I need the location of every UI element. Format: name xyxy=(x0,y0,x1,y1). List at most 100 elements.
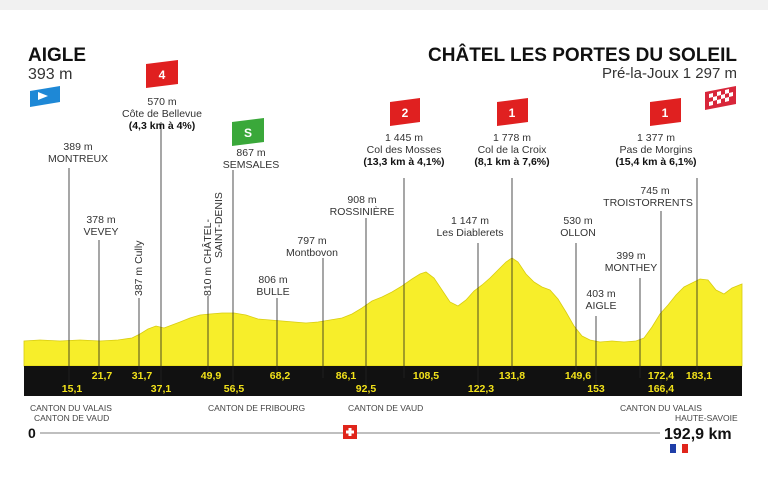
landmark-diablerets-name: Les Diablerets xyxy=(436,227,503,239)
canton-fribourg: CANTON DE FRIBOURG xyxy=(208,403,305,413)
landmark-aigle-2: 403 m AIGLE xyxy=(586,288,617,312)
landmark-col-mosses: 1 445 m Col des Mosses (13,3 km à 4,1%) xyxy=(363,132,444,168)
start-name: AIGLE xyxy=(28,45,86,66)
climb-badge-pas-morgins-category: 1 xyxy=(662,106,669,120)
km-band xyxy=(24,366,742,396)
landmark-chatel-st-denis-line1: 810 m CHÂTEL- xyxy=(201,218,214,296)
km-bottom-1: 15,1 xyxy=(62,383,83,395)
landmark-diablerets: 1 147 m Les Diablerets xyxy=(436,215,503,239)
landmark-cully: 387 m Cully xyxy=(133,240,145,296)
start-altitude: 393 m xyxy=(28,66,72,83)
landmark-montreux-name: MONTREUX xyxy=(48,153,108,165)
km-top-10: 183,1 xyxy=(686,370,712,382)
climb-badge-cote-bellevue: 4 xyxy=(146,60,178,88)
km-bottom-3: 56,5 xyxy=(224,383,245,395)
landmark-semsales: 867 m SEMSALES xyxy=(223,147,280,171)
landmark-aigle-2-name: AIGLE xyxy=(586,300,617,312)
landmark-monthey-name: MONTHEY xyxy=(605,262,658,274)
landmark-col-mosses-alt: 1 445 m xyxy=(385,132,423,144)
landmark-bulle: 806 m BULLE xyxy=(256,274,289,298)
distance-start: 0 xyxy=(28,425,36,441)
km-top-1: 21,7 xyxy=(92,370,113,382)
canton-haute-savoie: HAUTE-SAVOIE xyxy=(675,413,738,423)
landmark-chatel-st-denis-line2: SAINT-DENIS xyxy=(213,192,225,258)
landmark-monthey-alt: 399 m xyxy=(616,250,645,262)
landmark-col-croix-alt: 1 778 m xyxy=(493,132,531,144)
landmark-col-mosses-name: Col des Mosses xyxy=(367,144,442,156)
landmark-pas-morgins-alt: 1 377 m xyxy=(637,132,675,144)
km-top-9: 172,4 xyxy=(648,370,674,382)
landmark-monthey: 399 m MONTHEY xyxy=(605,250,658,274)
sprint-badge-label: S xyxy=(244,126,252,140)
landmark-cote-bellevue-alt: 570 m xyxy=(147,96,176,108)
landmark-aigle-2-alt: 403 m xyxy=(586,288,615,300)
canton-valais-right: CANTON DU VALAIS xyxy=(620,403,702,413)
climb-badge-col-croix: 1 xyxy=(497,98,528,126)
km-top-8: 149,6 xyxy=(565,370,591,382)
canton-left-1: CANTON DU VALAIS xyxy=(30,403,112,413)
finish-flag-icon xyxy=(705,86,736,110)
landmark-rossiniere-alt: 908 m xyxy=(347,194,376,206)
elevation-profile xyxy=(23,257,743,367)
km-bottom-5: 122,3 xyxy=(468,383,494,395)
km-bottom-6: 153 xyxy=(587,383,605,395)
distance-end: 192,9 km xyxy=(664,426,732,443)
landmark-montreux-alt: 389 m xyxy=(63,141,92,153)
landmark-troistorrents-alt: 745 m xyxy=(640,185,669,197)
landmark-vevey-alt: 378 m xyxy=(86,214,115,226)
landmark-rossiniere: 908 m ROSSINIÈRE xyxy=(330,194,395,218)
landmark-vevey-name: VEVEY xyxy=(83,226,118,238)
landmark-bulle-name: BULLE xyxy=(256,286,289,298)
top-bar xyxy=(0,0,768,10)
km-top-6: 108,5 xyxy=(413,370,439,382)
landmark-cote-bellevue: 570 m Côte de Bellevue (4,3 km à 4%) xyxy=(122,96,202,132)
start-flag-icon xyxy=(30,86,60,107)
km-bottom-4: 92,5 xyxy=(356,383,377,395)
french-flag-icon xyxy=(670,444,688,453)
canton-vaud: CANTON DE VAUD xyxy=(348,403,423,413)
landmark-chatel-st-denis: 810 m CHÂTEL- SAINT-DENIS xyxy=(201,192,225,296)
landmark-semsales-name: SEMSALES xyxy=(223,159,280,171)
landmark-pas-morgins: 1 377 m Pas de Morgins (15,4 km à 6,1%) xyxy=(615,132,696,168)
climb-badge-cote-bellevue-category: 4 xyxy=(159,68,166,82)
landmark-col-mosses-detail: (13,3 km à 4,1%) xyxy=(363,156,444,168)
finish-name: CHÂTEL LES PORTES DU SOLEIL xyxy=(428,44,737,66)
landmark-troistorrents: 745 m TROISTORRENTS xyxy=(603,185,693,209)
landmark-cote-bellevue-name: Côte de Bellevue xyxy=(122,108,202,120)
km-top-2: 31,7 xyxy=(132,370,153,382)
swiss-flag-icon xyxy=(343,425,357,439)
km-top-3: 49,9 xyxy=(201,370,222,382)
landmark-ollon: 530 m OLLON xyxy=(560,215,596,239)
sprint-badge: S xyxy=(232,118,264,146)
landmark-col-croix-detail: (8,1 km à 7,6%) xyxy=(474,156,549,168)
climb-badge-col-mosses-category: 2 xyxy=(402,106,409,120)
leader-lines xyxy=(68,122,698,388)
landmark-montbovon-name: Montbovon xyxy=(286,247,338,259)
landmark-col-croix: 1 778 m Col de la Croix (8,1 km à 7,6%) xyxy=(474,132,549,168)
canton-left-2: CANTON DE VAUD xyxy=(34,413,109,423)
landmark-cote-bellevue-detail: (4,3 km à 4%) xyxy=(129,120,196,132)
km-top-5: 86,1 xyxy=(336,370,357,382)
climb-badge-pas-morgins: 1 xyxy=(650,98,681,126)
landmark-troistorrents-name: TROISTORRENTS xyxy=(603,197,693,209)
km-bottom-2: 37,1 xyxy=(151,383,172,395)
landmark-montbovon-alt: 797 m xyxy=(297,235,326,247)
landmark-ollon-alt: 530 m xyxy=(563,215,592,227)
climb-badge-col-croix-category: 1 xyxy=(509,106,516,120)
landmark-rossiniere-name: ROSSINIÈRE xyxy=(330,205,395,218)
landmark-pas-morgins-name: Pas de Morgins xyxy=(620,144,693,156)
landmark-vevey: 378 m VEVEY xyxy=(83,214,118,238)
landmark-col-croix-name: Col de la Croix xyxy=(478,144,548,156)
landmark-montbovon: 797 m Montbovon xyxy=(286,235,338,259)
landmark-semsales-alt: 867 m xyxy=(236,147,265,159)
km-top-4: 68,2 xyxy=(270,370,291,382)
landmark-ollon-name: OLLON xyxy=(560,227,596,239)
landmark-montreux: 389 m MONTREUX xyxy=(48,141,108,165)
climb-badge-col-mosses: 2 xyxy=(390,98,420,126)
km-bottom-7: 166,4 xyxy=(648,383,674,395)
landmark-pas-morgins-detail: (15,4 km à 6,1%) xyxy=(615,156,696,168)
km-top-7: 131,8 xyxy=(499,370,525,382)
landmark-diablerets-alt: 1 147 m xyxy=(451,215,489,227)
landmark-bulle-alt: 806 m xyxy=(258,274,287,286)
